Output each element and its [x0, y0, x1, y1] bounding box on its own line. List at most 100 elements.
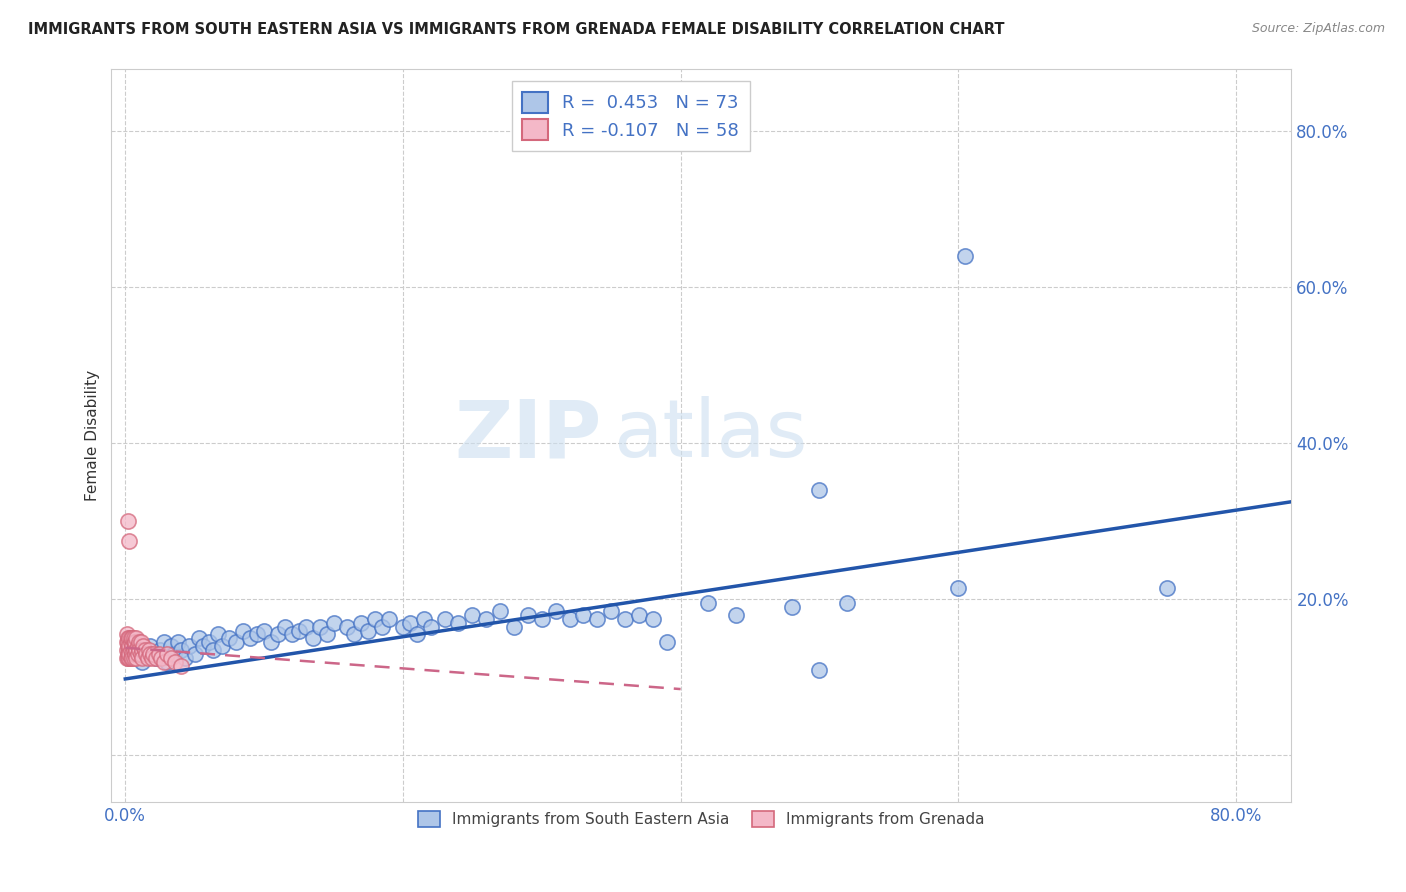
Point: [174, 651, 197, 665]
Point: [267, 627, 290, 641]
Point: [260, 635, 283, 649]
Point: [150, 651, 173, 665]
Point: [115, 627, 138, 641]
Point: [433, 612, 456, 626]
Point: [121, 639, 143, 653]
Point: [118, 643, 141, 657]
Point: [246, 627, 269, 641]
Point: [121, 651, 143, 665]
Point: [558, 612, 581, 626]
Point: [343, 627, 366, 641]
Point: [201, 643, 224, 657]
Point: [142, 647, 165, 661]
Point: [530, 612, 553, 626]
Legend: Immigrants from South Eastern Asia, Immigrants from Grenada: Immigrants from South Eastern Asia, Immi…: [411, 804, 993, 835]
Point: [129, 647, 152, 661]
Point: [399, 615, 422, 630]
Point: [167, 635, 190, 649]
Point: [115, 635, 138, 649]
Point: [697, 596, 720, 610]
Point: [544, 604, 567, 618]
Point: [281, 627, 304, 641]
Point: [225, 635, 247, 649]
Point: [122, 632, 145, 646]
Point: [207, 627, 229, 641]
Point: [364, 612, 387, 626]
Point: [139, 647, 162, 661]
Point: [160, 651, 183, 665]
Point: [117, 514, 139, 528]
Point: [131, 655, 153, 669]
Point: [138, 643, 160, 657]
Point: [117, 635, 139, 649]
Point: [1156, 581, 1178, 595]
Point: [128, 635, 150, 649]
Point: [127, 647, 149, 661]
Point: [725, 607, 748, 622]
Point: [124, 639, 146, 653]
Point: [489, 604, 512, 618]
Point: [392, 620, 415, 634]
Point: [239, 632, 262, 646]
Point: [837, 596, 859, 610]
Point: [218, 632, 240, 646]
Point: [145, 651, 167, 665]
Point: [153, 635, 176, 649]
Point: [614, 612, 637, 626]
Point: [808, 663, 831, 677]
Point: [371, 620, 394, 634]
Point: [117, 639, 139, 653]
Point: [179, 639, 201, 653]
Point: [503, 620, 526, 634]
Point: [128, 643, 150, 657]
Point: [125, 632, 148, 646]
Point: [120, 643, 142, 657]
Point: [475, 612, 498, 626]
Point: [357, 624, 380, 638]
Point: [118, 533, 141, 548]
Point: [191, 639, 214, 653]
Text: ZIP: ZIP: [454, 396, 602, 475]
Point: [780, 600, 803, 615]
Point: [145, 651, 167, 665]
Point: [187, 632, 209, 646]
Point: [322, 615, 344, 630]
Point: [120, 632, 142, 646]
Point: [253, 624, 276, 638]
Point: [627, 607, 650, 622]
Point: [148, 647, 170, 661]
Point: [170, 658, 193, 673]
Text: IMMIGRANTS FROM SOUTH EASTERN ASIA VS IMMIGRANTS FROM GRENADA FEMALE DISABILITY : IMMIGRANTS FROM SOUTH EASTERN ASIA VS IM…: [28, 22, 1005, 37]
Point: [948, 581, 970, 595]
Point: [232, 624, 254, 638]
Point: [125, 647, 148, 661]
Point: [641, 612, 664, 626]
Text: Source: ZipAtlas.com: Source: ZipAtlas.com: [1251, 22, 1385, 36]
Y-axis label: Female Disability: Female Disability: [86, 370, 100, 501]
Point: [516, 607, 538, 622]
Point: [134, 643, 156, 657]
Point: [572, 607, 595, 622]
Text: atlas: atlas: [613, 396, 807, 475]
Point: [127, 639, 149, 653]
Point: [301, 632, 323, 646]
Point: [165, 655, 187, 669]
Point: [141, 651, 163, 665]
Point: [170, 643, 193, 657]
Point: [183, 647, 205, 661]
Point: [122, 643, 145, 657]
Point: [350, 615, 373, 630]
Point: [336, 620, 359, 634]
Point: [953, 249, 976, 263]
Point: [600, 604, 623, 618]
Point: [149, 643, 172, 657]
Point: [118, 632, 141, 646]
Point: [315, 627, 337, 641]
Point: [129, 635, 152, 649]
Point: [118, 639, 141, 653]
Point: [117, 647, 139, 661]
Point: [125, 643, 148, 657]
Point: [124, 635, 146, 649]
Point: [125, 651, 148, 665]
Point: [163, 647, 186, 661]
